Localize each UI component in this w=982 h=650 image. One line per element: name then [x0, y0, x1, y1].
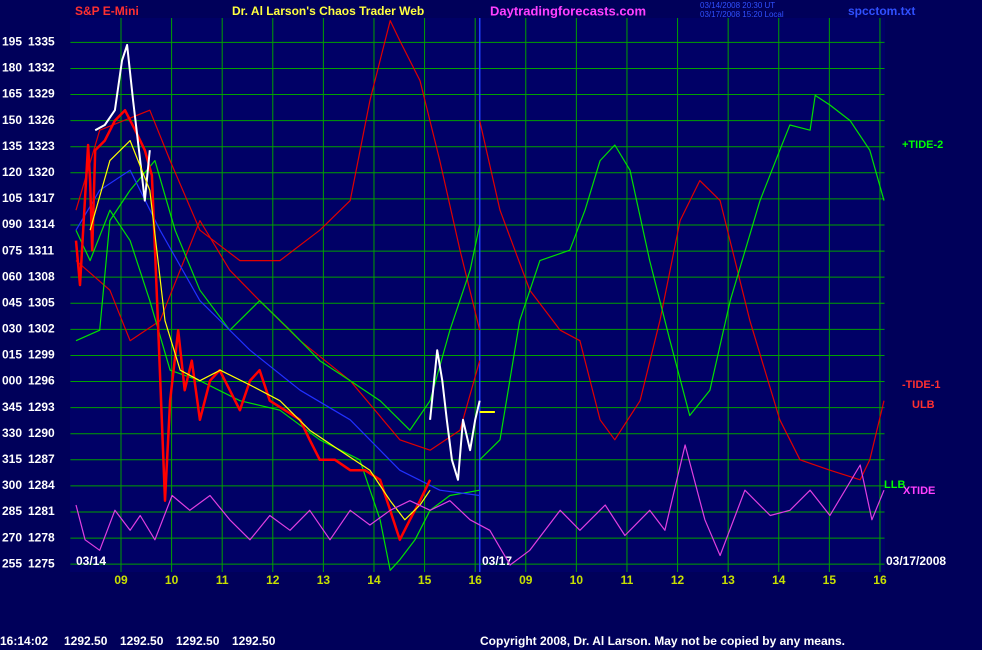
symbol: S&P E-Mini [75, 4, 139, 18]
plot-area [70, 18, 885, 572]
y-tick-label: 1332 [28, 61, 55, 75]
y-tick-label: 1308 [28, 269, 55, 283]
y-tick-label: 1305 [28, 295, 55, 309]
angle-label: 195 [2, 35, 22, 49]
quote: 1292.50 [120, 634, 164, 648]
y-tick-label: 1293 [28, 400, 55, 414]
y-tick-label: 1299 [28, 348, 55, 362]
angle-label: 300 [2, 478, 22, 492]
series-line [479, 120, 885, 481]
angle-label: 000 [2, 374, 22, 388]
stamp: 03/14/2008 20:30 UT [700, 1, 775, 10]
status-time: 16:14:02 [0, 634, 48, 648]
x-tick-label: 16 [873, 573, 887, 587]
x-tick-label: 10 [570, 573, 584, 587]
y-tick-label: 1311 [28, 243, 54, 257]
y-tick-label: 1326 [28, 113, 55, 127]
angle-label: 180 [2, 61, 22, 75]
angle-label: 270 [2, 530, 22, 544]
angle-label: 285 [2, 504, 22, 518]
angle-label: 045 [2, 295, 22, 309]
y-tick-label: 1281 [28, 504, 55, 518]
stamp: 03/17/2008 15:20 Local [700, 10, 784, 19]
series-line [75, 444, 885, 566]
angle-label: 120 [2, 165, 22, 179]
site: Daytradingforecasts.com [490, 3, 646, 18]
series-label: LLB [884, 479, 905, 491]
angle-label: 135 [2, 139, 22, 153]
angle-label: 030 [2, 322, 22, 336]
angle-label: 255 [2, 556, 22, 570]
angle-label: 345 [2, 400, 22, 414]
y-tick-label: 1296 [28, 374, 55, 388]
y-tick-label: 1284 [28, 478, 55, 492]
series-line [89, 140, 431, 521]
angle-label: 015 [2, 348, 22, 362]
x-tick-label: 16 [468, 573, 482, 587]
date-label: 03/17/2008 [886, 554, 946, 568]
y-tick-label: 1290 [28, 426, 55, 440]
x-tick-label: 10 [165, 573, 179, 587]
y-tick-label: 1329 [28, 87, 55, 101]
date-label: 03/17 [482, 554, 512, 568]
x-tick-label: 15 [823, 573, 837, 587]
x-tick-label: 09 [114, 573, 128, 587]
date-label: 03/14 [76, 554, 106, 568]
angle-label: 165 [2, 87, 22, 101]
angle-label: 075 [2, 243, 22, 257]
y-tick-label: 1278 [28, 530, 55, 544]
x-tick-label: 12 [671, 573, 685, 587]
x-tick-label: 15 [418, 573, 432, 587]
series-label: ULB [912, 399, 935, 411]
x-tick-label: 14 [367, 573, 381, 587]
quote: 1292.50 [64, 634, 108, 648]
y-tick-label: 1287 [28, 452, 55, 466]
series-line [75, 169, 480, 497]
quote: 1292.50 [176, 634, 220, 648]
y-tick-label: 1314 [28, 217, 55, 231]
angle-label: 150 [2, 113, 22, 127]
angle-label: 105 [2, 191, 22, 205]
angle-label: 060 [2, 269, 22, 283]
y-tick-label: 1320 [28, 165, 55, 179]
x-tick-label: 13 [721, 573, 735, 587]
y-tick-label: 1302 [28, 322, 55, 336]
y-tick-label: 1275 [28, 556, 55, 570]
x-tick-label: 12 [266, 573, 280, 587]
series-label: XTIDE [903, 485, 935, 497]
series-line [94, 44, 481, 481]
series-line [75, 209, 480, 571]
copyright: Copyright 2008, Dr. Al Larson. May not b… [480, 634, 845, 648]
chart-title: Dr. Al Larson's Chaos Trader Web [232, 4, 424, 18]
series-line [75, 20, 481, 331]
angle-label: 090 [2, 217, 22, 231]
x-tick-label: 11 [621, 573, 634, 587]
series-line [74, 108, 432, 542]
angle-label: 330 [2, 426, 22, 440]
y-tick-label: 1317 [28, 191, 55, 205]
x-tick-label: 11 [216, 573, 229, 587]
x-tick-label: 09 [519, 573, 533, 587]
x-tick-label: 14 [772, 573, 786, 587]
file-name: spcctom.txt [848, 4, 915, 18]
series-label: -TIDE-1 [902, 379, 941, 391]
angle-label: 315 [2, 452, 22, 466]
quote: 1292.50 [232, 634, 276, 648]
series-label: +TIDE-2 [902, 139, 943, 151]
y-tick-label: 1335 [28, 35, 55, 49]
series-line [479, 94, 885, 461]
x-tick-label: 13 [317, 573, 331, 587]
y-tick-label: 1323 [28, 139, 55, 153]
